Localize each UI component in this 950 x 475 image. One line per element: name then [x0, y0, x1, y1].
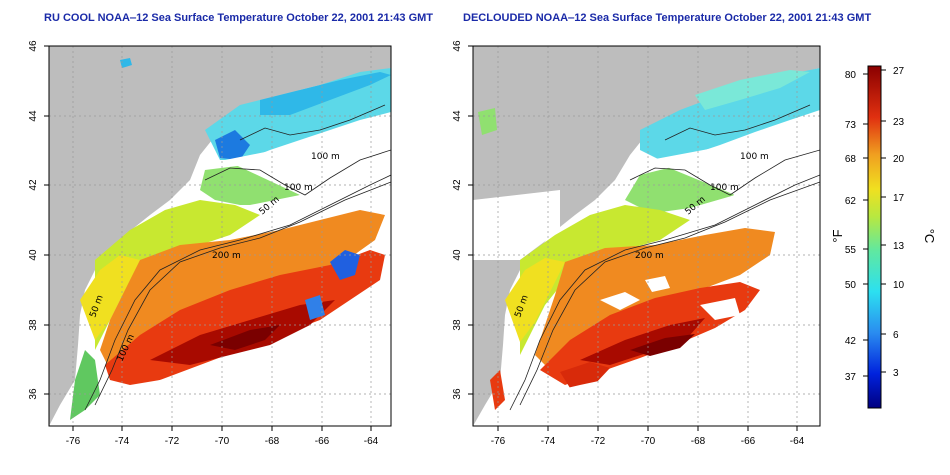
- left-ytick-label: 40: [28, 249, 39, 261]
- right-ticks: [468, 45, 798, 431]
- left-ytick-label: 44: [28, 110, 39, 122]
- right-contour-label-100-a: 100 m: [740, 152, 769, 162]
- right-ytick-label: 42: [452, 179, 463, 191]
- right-xtick-label: -76: [491, 436, 506, 447]
- left-land: [49, 46, 391, 426]
- right-ytick-label: 40: [452, 249, 463, 261]
- right-ytick-label: 44: [452, 110, 463, 122]
- right-panel-title: DECLOUDED NOAA‒12 Sea Surface Temperatur…: [463, 12, 872, 24]
- colorbar-celsius-label: °C: [922, 229, 937, 244]
- left-xtick-label: -68: [265, 436, 280, 447]
- right-ytick-label: 36: [452, 388, 463, 400]
- left-map: [49, 46, 391, 426]
- left-ytick-label: 36: [28, 388, 39, 400]
- left-xtick-label: -74: [115, 436, 130, 447]
- right-map: [473, 46, 820, 426]
- right-xtick-label: -70: [641, 436, 656, 447]
- colorbar-c-tick: 27: [893, 66, 905, 77]
- left-xtick-label: -72: [165, 436, 180, 447]
- colorbar-f-tick: 62: [845, 196, 857, 207]
- colorbar-c-tick: 20: [893, 154, 905, 165]
- right-xtick-label: -68: [691, 436, 706, 447]
- colorbar-c-tick: 10: [893, 280, 905, 291]
- right-xtick-label: -66: [741, 436, 756, 447]
- left-ytick-label: 42: [28, 179, 39, 191]
- left-ytick-label: 46: [28, 40, 39, 52]
- left-xtick-label: -66: [315, 436, 330, 447]
- colorbar: [867, 65, 882, 409]
- right-contour-label-200: 200 m: [635, 251, 664, 261]
- colorbar-ticks: [863, 69, 886, 377]
- right-contour-label-100-b: 100 m: [710, 183, 739, 193]
- right-frame: [472, 45, 821, 427]
- right-xtick-label: -74: [541, 436, 556, 447]
- right-ytick-label: 46: [452, 40, 463, 52]
- colorbar-c-tick: 17: [893, 193, 905, 204]
- right-land: [473, 46, 820, 426]
- left-ytick-label: 38: [28, 319, 39, 331]
- colorbar-c-tick: 3: [893, 368, 899, 379]
- colorbar-f-tick: 68: [845, 154, 857, 165]
- colorbar-c-tick: 23: [893, 117, 905, 128]
- left-contour-label-100-b: 100 m: [284, 183, 313, 193]
- colorbar-f-tick: 37: [845, 372, 857, 383]
- colorbar-c-tick: 6: [893, 330, 899, 341]
- left-ticks: [44, 45, 372, 431]
- left-xtick-label: -70: [215, 436, 230, 447]
- colorbar-f-tick: 55: [845, 245, 857, 256]
- colorbar-f-tick: 73: [845, 120, 857, 131]
- right-xtick-label: -64: [790, 436, 805, 447]
- colorbar-f-tick: 50: [845, 280, 857, 291]
- colorbar-f-tick: 42: [845, 336, 857, 347]
- colorbar-c-tick: 13: [893, 241, 905, 252]
- left-xtick-label: -64: [364, 436, 379, 447]
- colorbar-fahrenheit-label: °F: [830, 229, 845, 242]
- left-frame: [48, 45, 392, 427]
- right-xtick-label: -72: [591, 436, 606, 447]
- colorbar-f-tick: 80: [845, 70, 857, 81]
- left-contour-label-100-a: 100 m: [311, 152, 340, 162]
- left-panel-title: RU COOL NOAA‒12 Sea Surface Temperature …: [44, 12, 434, 24]
- left-contour-label-200: 200 m: [212, 251, 241, 261]
- right-ytick-label: 38: [452, 319, 463, 331]
- left-xtick-label: -76: [66, 436, 81, 447]
